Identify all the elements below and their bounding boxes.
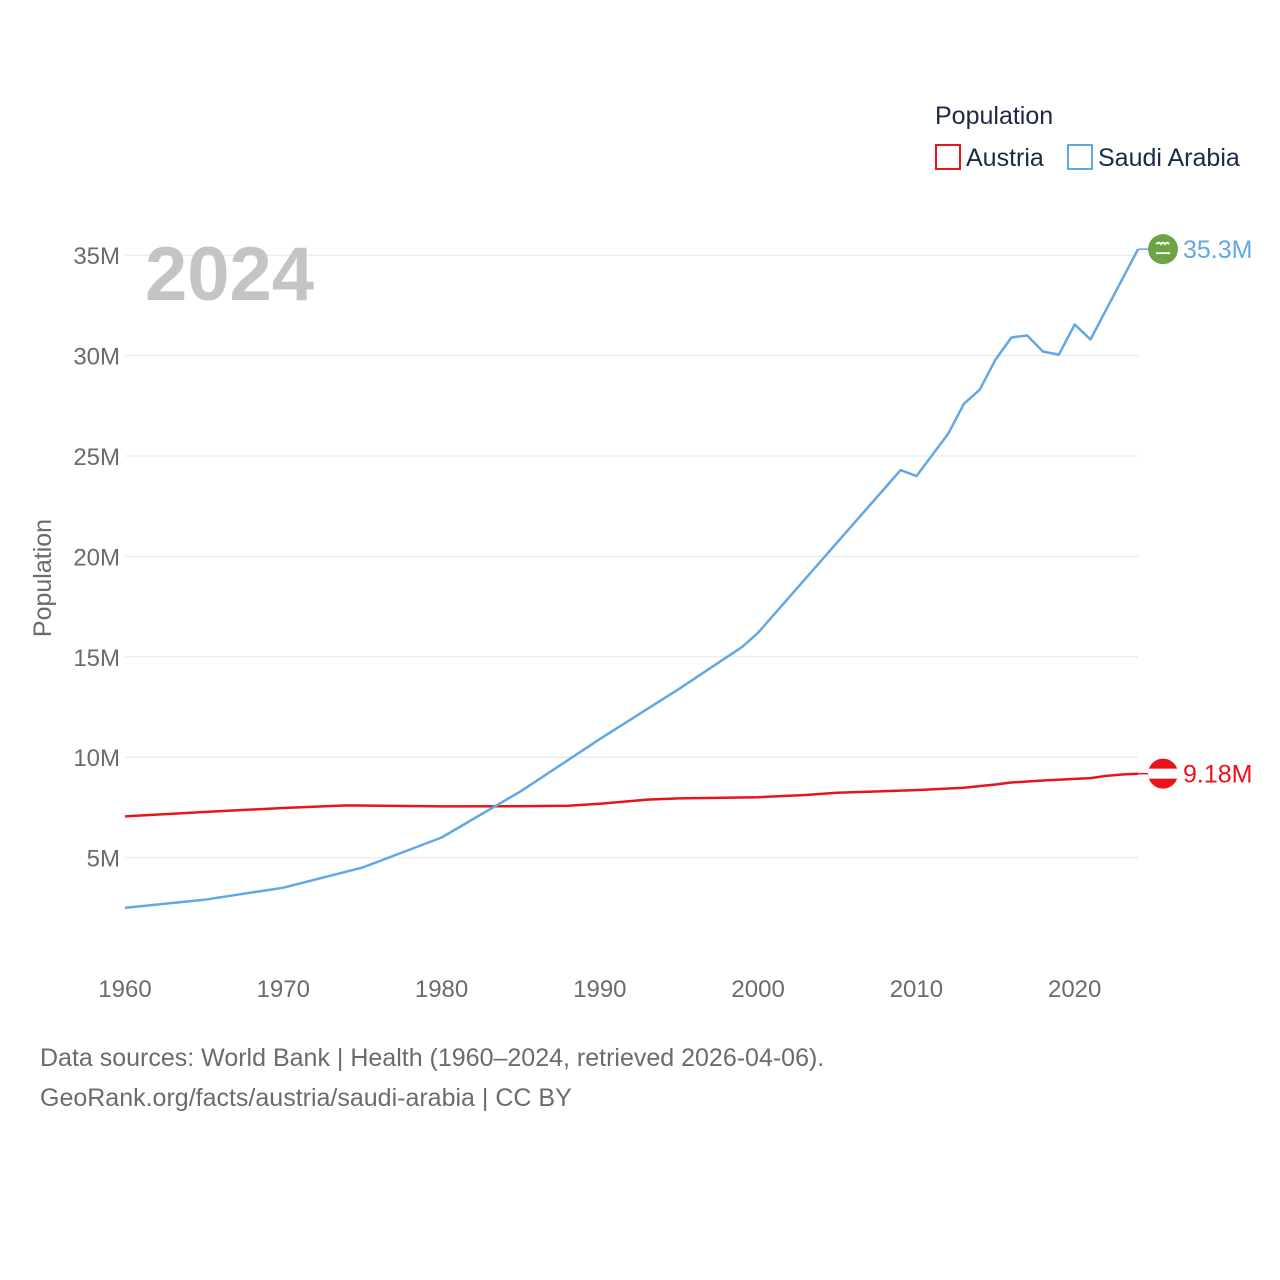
y-tick-label: 10M (73, 745, 120, 772)
y-tick-label: 25M (73, 444, 120, 471)
legend-entry-austria[interactable]: Austria (935, 144, 1044, 172)
legend-label-saudi-arabia: Saudi Arabia (1098, 144, 1240, 172)
y-tick-label: 15M (73, 645, 120, 672)
y-tick-label: 30M (73, 344, 120, 371)
legend-swatch-austria (935, 144, 961, 170)
x-tick-label: 1980 (415, 976, 468, 1003)
legend: Population Austria Saudi Arabia (935, 102, 1240, 172)
x-axis-tick-labels: 1960 1970 1980 1990 2000 2010 2020 (98, 976, 1101, 1003)
series-lines (124, 248, 1140, 910)
x-tick-label: 2020 (1048, 976, 1101, 1003)
x-tick-label: 2010 (890, 976, 943, 1003)
x-tick-label: 2000 (731, 976, 784, 1003)
y-axis-title: Population (29, 519, 57, 637)
x-tick-label: 1960 (98, 976, 151, 1003)
series-line-saudi-arabia[interactable] (124, 248, 1140, 910)
x-tick-label: 1990 (573, 976, 626, 1003)
end-value-label-austria: 9.18M (1183, 761, 1252, 789)
legend-swatch-saudi-arabia (1067, 144, 1093, 170)
year-label: 2024 (145, 232, 314, 317)
series-end-markers: 9.18M 35.3M (1138, 234, 1252, 789)
austria-flag-icon (1148, 758, 1178, 789)
end-value-label-saudi-arabia: 35.3M (1183, 236, 1252, 264)
series-line-austria[interactable] (124, 772, 1139, 818)
legend-title: Population (935, 102, 1053, 130)
legend-entry-saudi-arabia[interactable]: Saudi Arabia (1067, 144, 1240, 172)
y-axis-tick-labels: 5M 10M 15M 20M 25M 30M 35M (73, 243, 120, 872)
population-line-chart: 5M 10M 15M 20M 25M 30M 35M 1960 1970 1980 1990 200… (29, 102, 1252, 1003)
x-tick-label: 1970 (257, 976, 310, 1003)
gridlines (125, 254, 1138, 859)
y-tick-label: 20M (73, 544, 120, 571)
data-source-note: Data sources: World Bank | Health (1960–… (40, 1044, 825, 1072)
attribution-link[interactable]: GeoRank.org/facts/austria/saudi-arabia |… (40, 1084, 572, 1112)
y-tick-label: 35M (73, 243, 120, 270)
saudi-arabia-flag-icon (1148, 234, 1178, 265)
legend-label-austria: Austria (966, 144, 1044, 172)
y-tick-label: 5M (87, 846, 120, 873)
